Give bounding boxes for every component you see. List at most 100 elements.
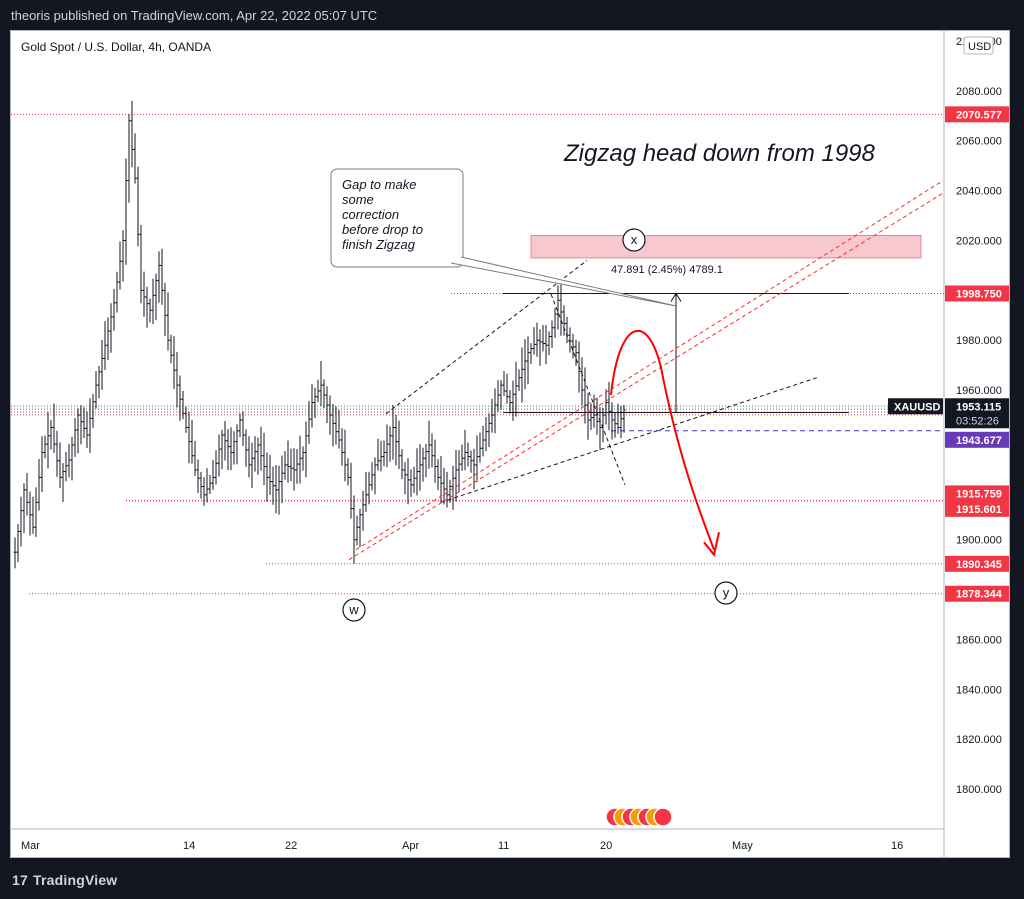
x-tick-label: 22 [285,840,297,852]
price-bar [367,471,371,505]
y-tick-label: 2020.000 [956,235,1002,247]
price-bar [616,403,620,434]
callout-text-line: correction [342,207,399,222]
price-bar [496,380,500,412]
price-bar [379,440,383,472]
price-bar [226,429,230,471]
tradingview-brand: TradingView [32,872,118,888]
price-bar [526,336,530,385]
price-bar [610,402,614,440]
price-bar [397,420,401,469]
y-tick-label: 1980.000 [956,335,1002,347]
price-bar [484,417,488,452]
price-bar [400,449,404,480]
price-bar [79,405,83,445]
price-bar [121,230,125,282]
price-bar [238,413,242,438]
price-bar [361,490,365,531]
price-bar [322,379,326,408]
price-bar [97,365,101,399]
price-bar [70,436,74,481]
price-bar [43,435,47,459]
price-bar [406,458,410,505]
wave-label-x: x [631,232,638,247]
price-bar [490,398,494,433]
price-bar [301,446,305,471]
price-bar [280,455,284,504]
price-bar [22,483,26,534]
price-bar [37,458,41,511]
price-bar [148,298,152,323]
price-bar [181,390,185,420]
price-bar [286,440,290,483]
price-bar [220,429,224,470]
price-bar [421,447,425,482]
wave-label-w-circle [342,598,366,622]
price-bar [331,403,335,447]
price-bar [223,420,227,461]
y-tick-label: 1960.000 [956,385,1002,397]
price-bar [214,450,218,485]
price-bar [562,305,566,336]
price-bar [511,380,515,421]
channel-lower-line [440,377,818,503]
price-bar [235,424,239,465]
price-bar [46,412,50,469]
price-bar [157,251,161,303]
price-bar [376,438,380,471]
price-bar [547,331,551,356]
price-bar [112,288,116,331]
x-tick-label: 14 [183,840,195,852]
chart-canvas[interactable]: 2100.0002080.0002060.0002040.0002020.000… [11,31,1009,857]
tradingview-logo[interactable]: 17 TradingView [12,872,117,888]
price-bar [595,397,599,435]
price-bar [268,454,272,495]
price-bar [553,307,557,338]
price-bar [478,432,482,463]
price-bar [409,469,413,497]
price-bar [388,426,392,462]
price-bar [160,248,164,305]
price-bar [466,442,470,467]
price-tag-label: 1943.677 [956,435,1002,447]
footer-bar: 17 TradingView [0,862,1024,899]
tradingview-logo-icon: 17 [12,872,28,888]
price-bar [403,462,407,495]
price-bar [247,436,251,478]
price-bar [325,386,329,424]
price-bar [472,448,476,490]
price-bar [244,429,248,467]
price-bar [52,403,56,453]
price-bar [373,457,377,495]
x-tick-label: May [732,840,753,852]
price-bar [319,360,323,407]
projection-arrow [610,330,715,551]
price-bar [178,375,182,421]
price-tag-label: 1915.601 [956,504,1002,516]
price-bar [169,334,173,364]
price-tag-1915.601 [945,500,1009,517]
price-tag-label: 1998.750 [956,288,1002,300]
callout-box [330,168,464,268]
price-bar [118,241,122,290]
y-tick-label: 1800.000 [956,784,1002,796]
price-bar [538,329,542,366]
price-bar [289,448,293,482]
symbol-tag-label: XAUUSD [894,401,941,413]
price-bar [502,370,506,396]
price-bar [25,473,29,516]
price-bar [250,442,254,488]
price-bar [124,158,128,265]
current-price-tag [945,398,1009,429]
chart-panel[interactable]: 2100.0002080.0002060.0002040.0002020.000… [10,30,1010,858]
price-bar [493,388,497,434]
price-bar [520,347,524,403]
price-bar [580,357,584,406]
price-bar [196,459,200,493]
price-bar [229,427,233,471]
price-bar [202,476,206,506]
price-bar [340,428,344,466]
price-bar [550,320,554,348]
price-bar [256,437,260,475]
price-bar [574,339,578,366]
